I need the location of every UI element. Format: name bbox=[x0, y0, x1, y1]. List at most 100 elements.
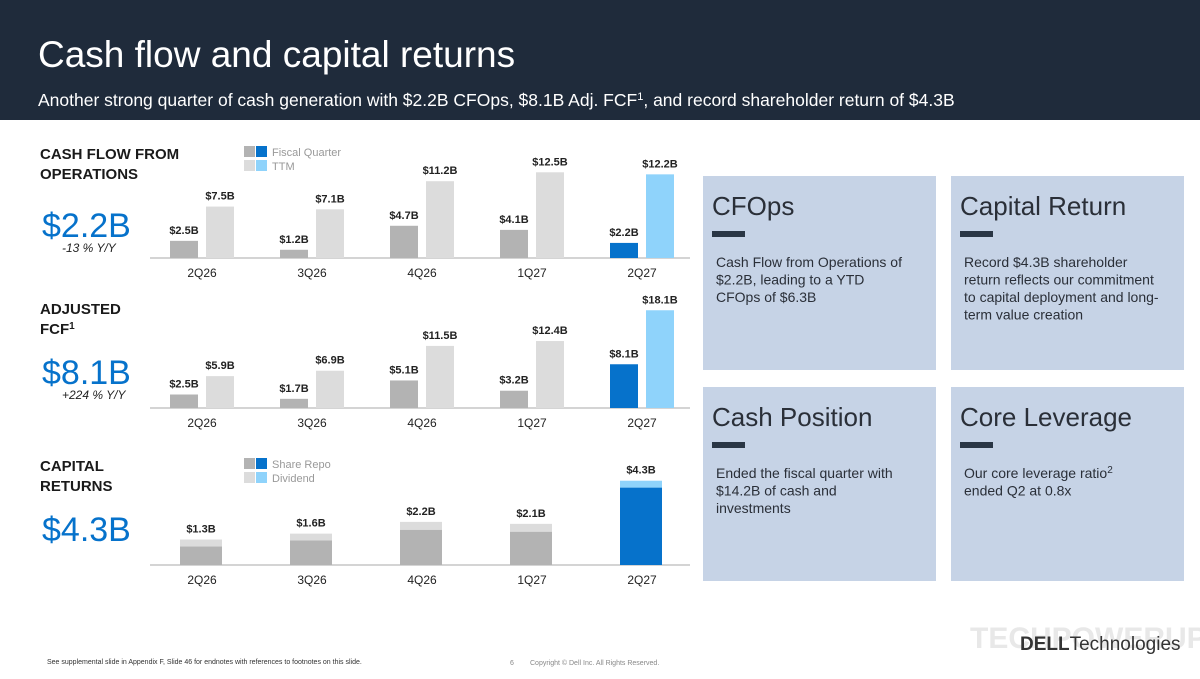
change: +224 % Y/Y bbox=[62, 388, 126, 402]
card-body-line: return reflects our commitment bbox=[964, 272, 1154, 288]
value-label: $3.2B bbox=[499, 375, 528, 387]
x-tick-label: 4Q26 bbox=[407, 266, 437, 280]
x-tick-label: 3Q26 bbox=[297, 266, 327, 280]
total-label: $2.1B bbox=[516, 508, 545, 520]
x-tick-label: 3Q26 bbox=[297, 573, 327, 587]
legend-label: Share Repo bbox=[272, 459, 331, 471]
chart-label-text: RETURNS bbox=[40, 478, 113, 495]
chart-label-text: FCF bbox=[40, 321, 69, 338]
card-body-note: 2 bbox=[1107, 465, 1113, 476]
card-body: Ended the fiscal quarter with bbox=[716, 465, 893, 481]
subtitle-text: Another strong quarter of cash generatio… bbox=[38, 90, 637, 110]
title: Cash flow and capital returns bbox=[38, 34, 515, 75]
legend-swatch bbox=[244, 472, 255, 483]
bar bbox=[170, 240, 198, 258]
value-label: $7.1B bbox=[315, 193, 344, 205]
card-body-line: term value creation bbox=[964, 307, 1083, 323]
logo: DELLTechnologies bbox=[1020, 634, 1181, 655]
bar bbox=[536, 341, 564, 408]
headline: $4.3B bbox=[42, 511, 131, 549]
value-label: $12.2B bbox=[642, 158, 678, 170]
card-title: Capital Return bbox=[960, 191, 1126, 221]
card-dash bbox=[960, 442, 993, 448]
card-title: CFOps bbox=[712, 191, 794, 221]
card bbox=[951, 176, 1184, 370]
bar bbox=[500, 390, 528, 408]
value-label: $12.5B bbox=[532, 156, 568, 168]
bar bbox=[536, 172, 564, 258]
card-body: $14.2B of cash and bbox=[716, 483, 837, 499]
x-tick-label: 2Q26 bbox=[187, 573, 217, 587]
value-label: $18.1B bbox=[642, 294, 678, 306]
header-band bbox=[0, 0, 1200, 120]
card-body: $2.2B, leading to a YTD bbox=[716, 272, 864, 288]
logo-dell: DELL bbox=[1020, 634, 1070, 655]
value-label: $11.5B bbox=[423, 330, 458, 342]
bar bbox=[390, 225, 418, 258]
card-dash bbox=[712, 442, 745, 448]
card-body-line: $2.2B, leading to a YTD bbox=[716, 272, 864, 288]
card-title: Cash Position bbox=[712, 402, 872, 432]
logo-end: Technologies bbox=[1070, 634, 1181, 655]
card-body: Record $4.3B shareholder bbox=[964, 254, 1128, 270]
value-label: $5.9B bbox=[205, 360, 234, 372]
legend-swatch bbox=[256, 458, 267, 469]
bar-segment bbox=[400, 529, 442, 565]
x-tick-label: 2Q27 bbox=[627, 416, 657, 430]
card-body-line: to capital deployment and long- bbox=[964, 289, 1159, 305]
value-label: $6.9B bbox=[315, 355, 344, 367]
subtitle: Another strong quarter of cash generatio… bbox=[38, 90, 955, 110]
bar bbox=[500, 229, 528, 258]
card-body-line: Our core leverage ratio bbox=[964, 465, 1107, 481]
card-body-line: ended Q2 at 0.8x bbox=[964, 483, 1071, 499]
card-body: CFOps of $6.3B bbox=[716, 289, 816, 305]
chart-label: FCF1 bbox=[40, 321, 75, 339]
chart-label: ADJUSTED bbox=[40, 301, 121, 318]
bar-segment bbox=[180, 539, 222, 547]
legend-label: Fiscal Quarter bbox=[272, 147, 341, 159]
total-label: $1.6B bbox=[296, 518, 325, 530]
bar bbox=[426, 345, 454, 408]
x-tick-label: 2Q27 bbox=[627, 266, 657, 280]
bar-segment bbox=[290, 533, 332, 541]
bar bbox=[610, 242, 638, 258]
chart-label-text: OPERATIONS bbox=[40, 166, 138, 183]
value-label: $2.5B bbox=[169, 225, 198, 237]
legend-swatch bbox=[244, 160, 255, 171]
value-label: $11.2B bbox=[423, 165, 458, 177]
chart-label: CAPITAL bbox=[40, 458, 104, 475]
card bbox=[703, 176, 936, 370]
card-title: Core Leverage bbox=[960, 402, 1132, 432]
bar-segment bbox=[180, 546, 222, 565]
card-body: return reflects our commitment bbox=[964, 272, 1154, 288]
value-label: $1.7B bbox=[279, 383, 308, 395]
value-label: $4.1B bbox=[499, 214, 528, 226]
x-tick-label: 1Q27 bbox=[517, 416, 547, 430]
value-label: $5.1B bbox=[389, 364, 418, 376]
card-body-line: Record $4.3B shareholder bbox=[964, 254, 1128, 270]
bar-segment bbox=[620, 480, 662, 488]
legend-swatch bbox=[244, 458, 255, 469]
chart-label: CASH FLOW FROM bbox=[40, 146, 179, 163]
chart-label-text: CASH FLOW FROM bbox=[40, 146, 179, 163]
legend-swatch bbox=[256, 160, 267, 171]
value-label: $4.7B bbox=[389, 210, 418, 222]
chart-label: OPERATIONS bbox=[40, 166, 138, 183]
value-label: $7.5B bbox=[205, 191, 234, 203]
subtitle-end: , and record shareholder return of $4.3B bbox=[643, 90, 954, 110]
bar bbox=[610, 364, 638, 408]
total-label: $2.2B bbox=[406, 506, 435, 518]
bar bbox=[206, 206, 234, 258]
card-body: Cash Flow from Operations of bbox=[716, 254, 902, 270]
bar bbox=[280, 249, 308, 258]
chart-label-text: ADJUSTED bbox=[40, 301, 121, 318]
copyright: Copyright © Dell Inc. All Rights Reserve… bbox=[530, 659, 659, 667]
legend-swatch bbox=[256, 472, 267, 483]
value-label: $12.4B bbox=[532, 325, 568, 337]
card-body: ended Q2 at 0.8x bbox=[964, 483, 1071, 499]
bar-segment bbox=[510, 531, 552, 565]
bar bbox=[280, 398, 308, 408]
x-tick-label: 2Q27 bbox=[627, 573, 657, 587]
bar bbox=[206, 376, 234, 408]
